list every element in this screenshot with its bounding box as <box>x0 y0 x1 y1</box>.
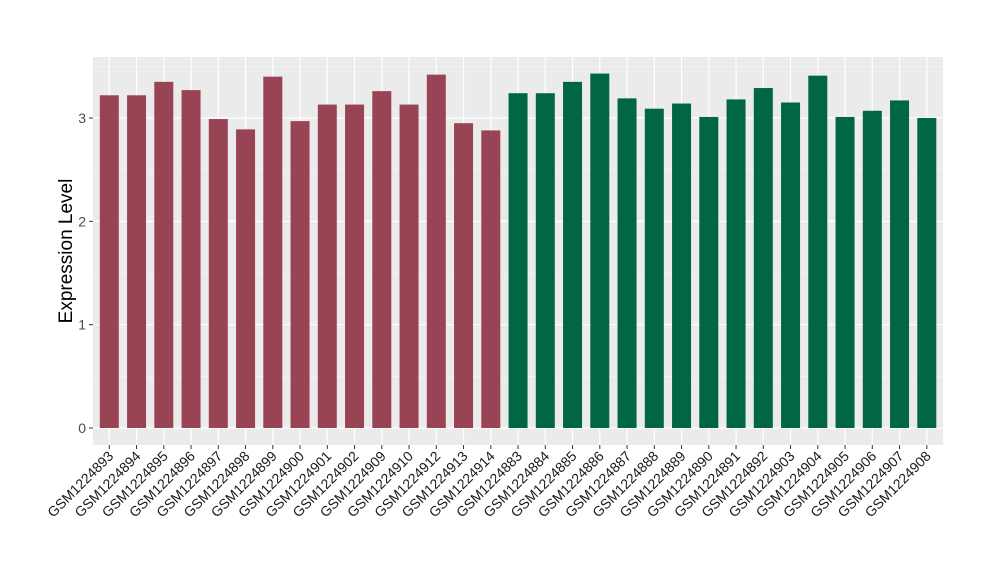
bar <box>208 119 228 428</box>
bar <box>890 100 910 428</box>
bar <box>99 95 119 428</box>
bar <box>181 90 201 428</box>
bar <box>563 81 583 429</box>
bar <box>808 75 828 428</box>
bar <box>454 123 474 428</box>
y-tick-label: 1 <box>78 317 86 333</box>
bar <box>481 130 501 428</box>
bar <box>263 76 283 428</box>
bar <box>672 103 692 429</box>
bar <box>617 98 637 429</box>
y-axis-label: Expression Level <box>56 179 77 324</box>
bar <box>917 118 937 428</box>
y-tick-label: 2 <box>78 213 86 229</box>
bar <box>317 104 337 429</box>
bar <box>508 93 528 428</box>
bar <box>726 99 746 429</box>
bar <box>644 108 664 428</box>
bar <box>399 104 419 429</box>
bar <box>345 104 365 429</box>
bar <box>535 93 555 428</box>
bar <box>372 91 392 429</box>
bar <box>862 110 882 428</box>
bar <box>781 102 801 428</box>
bar <box>426 74 446 429</box>
bar <box>835 116 855 429</box>
bar <box>154 81 174 429</box>
bar <box>290 121 310 429</box>
bar <box>753 88 773 428</box>
bar <box>590 73 610 429</box>
bar <box>127 95 147 428</box>
y-tick-label: 0 <box>78 420 86 436</box>
bar <box>236 129 256 429</box>
bar <box>699 116 719 429</box>
y-tick-label: 3 <box>78 110 86 126</box>
